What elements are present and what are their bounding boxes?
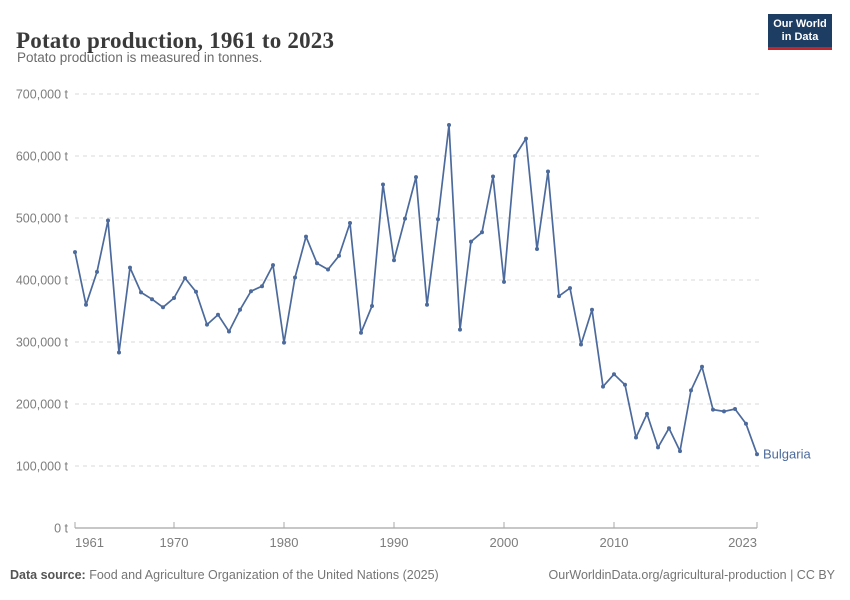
data-point (172, 296, 176, 300)
data-point (106, 218, 110, 223)
data-point (139, 290, 143, 295)
x-axis-tick-label: 1980 (270, 535, 299, 550)
x-axis-tick-label: 1970 (160, 535, 189, 550)
y-axis-tick-label: 500,000 t (16, 212, 69, 226)
data-point (623, 382, 627, 387)
data-point (755, 452, 759, 457)
y-axis-tick-label: 300,000 t (16, 336, 69, 350)
data-point (447, 123, 451, 127)
data-point (513, 154, 517, 158)
owid-logo-red-bar (768, 47, 832, 50)
y-axis-tick-label: 100,000 t (16, 460, 69, 474)
owid-url-license-link[interactable]: OurWorldinData.org/agricultural-producti… (548, 568, 835, 582)
data-source-text: Food and Agriculture Organization of the… (85, 568, 439, 582)
data-point (381, 182, 385, 187)
data-point (117, 350, 121, 355)
data-point (546, 169, 550, 174)
data-point (183, 276, 187, 281)
data-point (700, 364, 704, 369)
y-axis-tick-label: 200,000 t (16, 398, 69, 412)
data-point (711, 407, 715, 412)
data-point (271, 263, 275, 268)
data-point (458, 327, 462, 332)
data-point (656, 445, 660, 450)
data-point (194, 289, 198, 294)
y-axis-tick-label: 0 t (54, 522, 68, 536)
data-point (392, 258, 396, 263)
y-axis-tick-label: 400,000 t (16, 274, 69, 288)
data-point (722, 409, 726, 414)
data-point (161, 305, 165, 310)
data-point (491, 174, 495, 179)
x-axis-tick-label: 1961 (75, 535, 104, 550)
data-point (634, 435, 638, 440)
data-point (73, 250, 77, 255)
data-point (579, 342, 583, 347)
data-point (304, 234, 308, 239)
data-point (425, 302, 429, 307)
data-point (128, 265, 132, 270)
owid-logo: Our World in Data (768, 14, 832, 50)
data-point (216, 312, 220, 317)
page-title: Potato production, 1961 to 2023 (16, 28, 335, 54)
data-point (84, 302, 88, 307)
series-entity-label: Bulgaria (763, 447, 811, 462)
data-point (293, 275, 297, 280)
data-point (238, 307, 242, 312)
data-point (480, 230, 484, 235)
data-point (535, 247, 539, 251)
x-axis-tick-label: 2010 (600, 535, 629, 550)
data-point (733, 407, 737, 411)
y-axis-tick-label: 600,000 t (16, 150, 69, 164)
data-point (95, 269, 99, 274)
data-source-note: Data source: Food and Agriculture Organi… (10, 568, 439, 582)
data-point (227, 329, 231, 334)
data-point (678, 449, 682, 454)
data-source-label: Data source: (10, 568, 86, 582)
owid-logo-line1: Our World (773, 18, 827, 30)
data-point (326, 267, 330, 272)
data-point (469, 239, 473, 244)
data-point (744, 421, 748, 426)
data-point (414, 175, 418, 180)
data-point (337, 253, 341, 258)
data-point (502, 279, 506, 284)
data-point (667, 426, 671, 431)
data-point (205, 322, 209, 327)
data-point (557, 294, 561, 299)
data-point (568, 286, 572, 291)
data-point (370, 304, 374, 308)
data-point (689, 388, 693, 393)
data-point (260, 284, 264, 289)
data-point (436, 217, 440, 222)
x-axis-tick-label: 1990 (380, 535, 409, 550)
chart-subtitle: Potato production is measured in tonnes. (17, 50, 263, 65)
x-axis-tick-label: 2000 (490, 535, 519, 550)
owid-logo-text: Our World in Data (768, 14, 832, 47)
data-line (74, 124, 758, 456)
data-point (315, 261, 319, 266)
data-point (590, 307, 594, 312)
data-point (524, 136, 528, 141)
data-point (348, 221, 352, 225)
y-axis-tick-label: 700,000 t (16, 88, 69, 102)
owid-logo-line2: in Data (781, 31, 819, 43)
data-point (403, 216, 407, 221)
data-point (645, 411, 649, 416)
data-point (150, 297, 154, 302)
data-point (359, 330, 363, 335)
data-point (249, 289, 253, 294)
data-point (612, 372, 616, 377)
data-point (282, 340, 286, 345)
data-point (601, 384, 605, 389)
x-axis-tick-label: 2023 (728, 535, 757, 550)
